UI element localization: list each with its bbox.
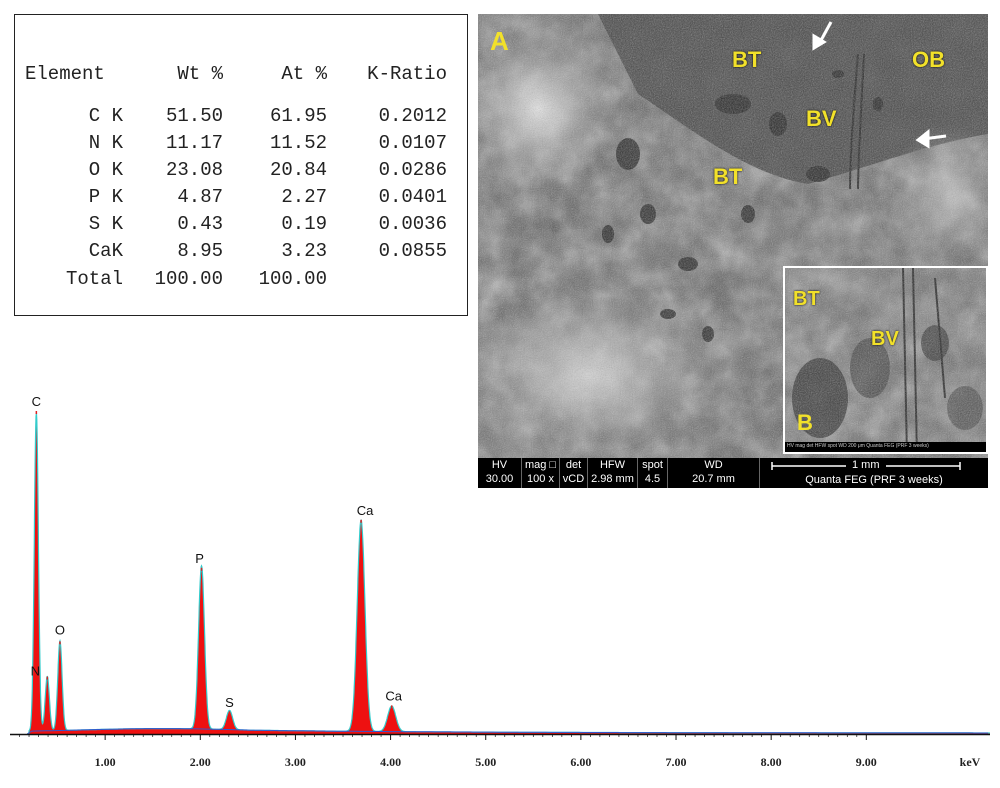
peak-label: Ca [385,688,402,703]
cell-element: S K [88,213,123,235]
total-label: Total [65,268,123,290]
peak-label: C [32,394,41,409]
cell-at: 20.84 [269,159,327,181]
table-row: C K 51.50 61.95 0.2012 [15,105,467,131]
cell-kratio: 0.0401 [378,186,447,208]
inset-image-texture [785,268,986,452]
label-bt-top: BT [732,47,762,72]
eds-spectrum: 1.00 2.00 3.00 4.00 5.00 6.00 7.00 8.00 9.00 keV C… [0,390,1000,788]
label-bv: BV [806,106,837,131]
sem-inset-b: BT BV B HV mag det HFW spot WD 200 μm Qu… [783,266,988,454]
x-tick-label: 7.00 [666,755,687,769]
header-at: At % [281,63,327,85]
cell-at: 2.27 [281,186,327,208]
cell-at: 61.95 [269,105,327,127]
spectrum-chart: 1.00 2.00 3.00 4.00 5.00 6.00 7.00 8.00 9.00 keV C… [10,394,990,769]
cell-kratio: 0.0036 [378,213,447,235]
x-tick-label: 6.00 [570,755,591,769]
table-row: O K 23.08 20.84 0.0286 [15,159,467,185]
cell-at: 11.52 [269,132,327,154]
cell-at: 3.23 [281,240,327,262]
sem-image-texture [478,14,988,458]
inset-label-bv: BV [871,328,899,350]
cell-element: P K [88,186,123,208]
databar-wd: WD 20.7 mm [668,458,760,488]
scale-bar-icon [771,459,961,473]
panel-letter-a: A [490,26,509,56]
cell-kratio: 0.0286 [378,159,447,181]
databar-spot: spot 4.5 [638,458,668,488]
x-tick-label: 5.00 [475,755,496,769]
total-wt: 100.00 [154,268,223,290]
cell-element: C K [88,105,123,127]
x-tick-label: 8.00 [761,755,782,769]
table-row: CaK 8.95 3.23 0.0855 [15,240,467,266]
eds-results-table: Element Wt % At % K-Ratio C K 51.50 61.95 0… [14,14,468,316]
header-kratio: K-Ratio [367,63,447,85]
inset-label-bt: BT [793,288,820,310]
label-ob: OB [912,47,945,72]
sem-micrograph: A BT OB BV BT BT BV B HV mag det HFW spo… [478,14,988,488]
total-at: 100.00 [258,268,327,290]
cell-wt: 23.08 [165,159,223,181]
header-element: Element [25,63,105,85]
table-row: P K 4.87 2.27 0.0401 [15,186,467,212]
table-total-row: Total 100.00 100.00 [15,268,467,294]
inset-databar: HV mag det HFW spot WD 200 μm Quanta FEG… [787,443,929,449]
x-tick-label: 3.00 [285,755,306,769]
peak-label: N [31,664,40,679]
databar-mag: mag □ 100 x [522,458,560,488]
x-tick-label: 1.00 [95,755,116,769]
scale-bar-label: 1 mm [852,459,880,471]
databar-det: det vCD [560,458,588,488]
cell-kratio: 0.0855 [378,240,447,262]
peak-label: Ca [357,503,374,518]
instrument-label: Quanta FEG (PRF 3 weeks) [805,474,943,486]
cell-wt: 11.17 [165,132,223,154]
header-wt: Wt % [177,63,223,85]
cell-kratio: 0.2012 [378,105,447,127]
cell-element: O K [88,159,123,181]
cell-wt: 8.95 [177,240,223,262]
cell-element: N K [88,132,123,154]
x-tick-label: 2.00 [190,755,211,769]
peak-label: S [225,695,234,710]
cell-at: 0.19 [281,213,327,235]
table-row: N K 11.17 11.52 0.0107 [15,132,467,158]
background-fit-line [26,728,989,735]
cell-wt: 4.87 [177,186,223,208]
x-tick-label: 4.00 [380,755,401,769]
cell-element: CaK [88,240,123,262]
cell-kratio: 0.0107 [378,132,447,154]
x-tick-label: 9.00 [856,755,877,769]
table-row: S K 0.43 0.19 0.0036 [15,213,467,239]
databar-scale: 1 mm Quanta FEG (PRF 3 weeks) [760,458,988,488]
table-header-row: Element Wt % At % K-Ratio [15,63,467,89]
cell-wt: 0.43 [177,213,223,235]
peak-label: P [195,551,204,566]
x-axis-label: keV [960,755,981,769]
databar-hfw: HFW 2.98 mm [588,458,638,488]
cell-wt: 51.50 [165,105,223,127]
peak-label: O [55,622,65,637]
spectrum-fill [27,414,990,734]
label-bt-middle: BT [713,164,743,189]
panel-letter-b: B [797,410,813,435]
spectrum-outline [27,413,990,735]
